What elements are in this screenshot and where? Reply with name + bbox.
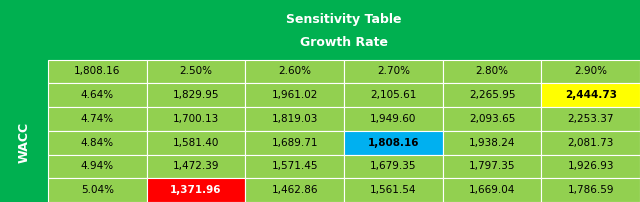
Bar [443,178,541,202]
Bar [443,83,541,107]
Text: 4.64%: 4.64% [81,90,114,100]
Text: 1,926.93: 1,926.93 [568,161,614,171]
Bar [541,155,640,178]
Text: 1,786.59: 1,786.59 [568,185,614,195]
Text: 1,669.04: 1,669.04 [469,185,515,195]
Text: 1,679.35: 1,679.35 [370,161,417,171]
Text: 1,462.86: 1,462.86 [271,185,318,195]
Bar [344,107,443,131]
Text: 1,808.16: 1,808.16 [367,138,419,148]
Bar [147,107,245,131]
Bar [147,178,245,202]
Bar [443,60,541,83]
Text: 1,797.35: 1,797.35 [468,161,515,171]
Bar [147,60,245,83]
Bar [344,60,443,83]
Text: 1,581.40: 1,581.40 [173,138,219,148]
Bar [541,83,640,107]
Text: 2.70%: 2.70% [377,66,410,77]
Bar [344,178,443,202]
Text: 2.90%: 2.90% [574,66,607,77]
Text: 4.84%: 4.84% [81,138,114,148]
Text: 1,961.02: 1,961.02 [271,90,318,100]
Text: 5.04%: 5.04% [81,185,114,195]
Text: 1,371.96: 1,371.96 [170,185,221,195]
Bar [344,83,443,107]
Text: 1,808.16: 1,808.16 [74,66,120,77]
Text: 1,700.13: 1,700.13 [173,114,219,124]
Bar [541,178,640,202]
Text: 1,472.39: 1,472.39 [173,161,220,171]
Bar [48,83,147,107]
Text: WACC: WACC [17,122,31,163]
Bar [48,60,147,83]
Text: 2.50%: 2.50% [179,66,212,77]
Text: 2.60%: 2.60% [278,66,311,77]
Text: 2,253.37: 2,253.37 [568,114,614,124]
Text: 1,561.54: 1,561.54 [370,185,417,195]
Text: 1,571.45: 1,571.45 [271,161,318,171]
Bar [48,178,147,202]
Text: 2,444.73: 2,444.73 [564,90,617,100]
Bar [245,131,344,155]
Bar [443,107,541,131]
Text: 2,265.95: 2,265.95 [468,90,515,100]
Bar [344,155,443,178]
Text: 2,093.65: 2,093.65 [469,114,515,124]
Bar [48,131,147,155]
Text: 1,938.24: 1,938.24 [468,138,515,148]
Text: Growth Rate: Growth Rate [300,36,388,49]
Bar [245,60,344,83]
Text: 1,949.60: 1,949.60 [370,114,417,124]
Bar [541,107,640,131]
Bar [245,107,344,131]
Text: Sensitivity Table: Sensitivity Table [286,13,402,26]
Bar [245,155,344,178]
Bar [147,155,245,178]
Text: 2.80%: 2.80% [476,66,509,77]
Bar [147,131,245,155]
Bar [344,131,443,155]
Bar [443,131,541,155]
Text: 2,105.61: 2,105.61 [370,90,417,100]
Text: 1,829.95: 1,829.95 [173,90,220,100]
Bar [541,60,640,83]
Bar [48,107,147,131]
Text: 2,081.73: 2,081.73 [568,138,614,148]
Text: 1,689.71: 1,689.71 [271,138,318,148]
Bar [443,155,541,178]
Text: 1,819.03: 1,819.03 [271,114,318,124]
Bar [245,83,344,107]
Bar [48,155,147,178]
Bar [541,131,640,155]
Bar [147,83,245,107]
Text: 4.74%: 4.74% [81,114,114,124]
Bar [245,178,344,202]
Text: 4.94%: 4.94% [81,161,114,171]
